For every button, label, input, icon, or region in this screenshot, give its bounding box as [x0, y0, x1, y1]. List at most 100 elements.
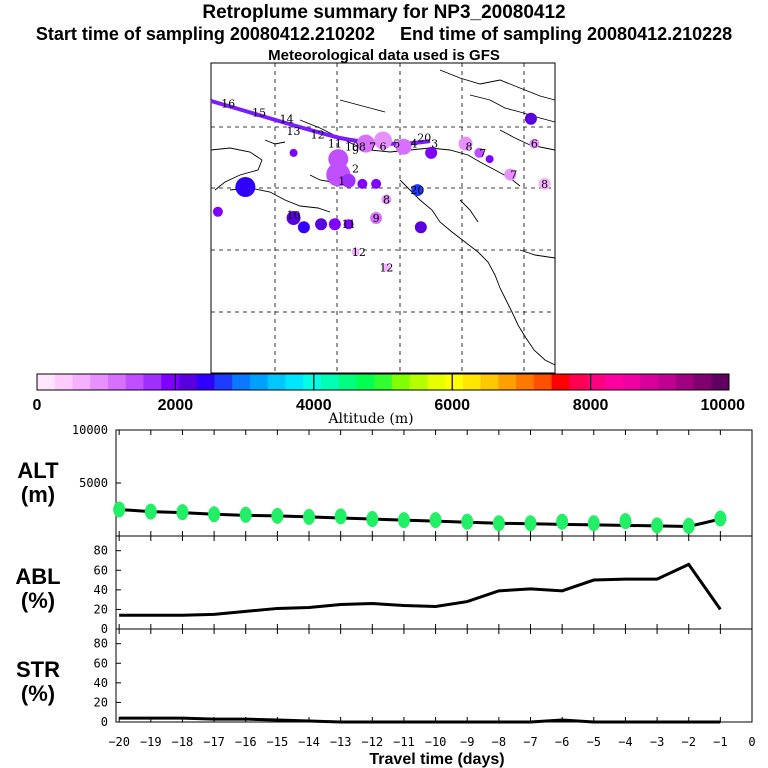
- colorbar-swatch: [214, 374, 233, 390]
- colorbar-swatch: [587, 374, 606, 390]
- day-label: 20: [417, 131, 431, 144]
- colorbar-swatch: [533, 374, 552, 390]
- x-tick-label: −15: [267, 735, 289, 749]
- y-tick-label: 60: [94, 656, 108, 670]
- plume-dot: [328, 218, 341, 231]
- colorbar-swatch: [551, 374, 570, 390]
- alt-panel: 10000 5000 ALT(m): [17, 423, 753, 537]
- data-point: [271, 507, 284, 524]
- x-tick-label: −14: [298, 735, 320, 749]
- y-tick-label: 20: [94, 602, 108, 616]
- y-axis-unit: (m): [21, 482, 55, 507]
- sampling-times: Start time of sampling 20080412.210202 E…: [0, 24, 768, 45]
- colorbar-swatch: [249, 374, 269, 390]
- timeseries-panels: 100005000ALT(m)806040200ABL(%)806040200S…: [15, 423, 755, 749]
- day-label: 20: [410, 184, 424, 197]
- day-label: 11: [342, 218, 356, 231]
- x-tick-label: −12: [361, 735, 383, 749]
- x-tick-label: −19: [140, 735, 162, 749]
- colorbar-swatch: [640, 374, 659, 390]
- x-tick-label: 0: [748, 735, 755, 749]
- end-time: End time of sampling 20080412.210228: [400, 24, 733, 44]
- day-label: 8: [466, 141, 473, 154]
- day-label: 1: [338, 175, 345, 188]
- data-point: [366, 511, 379, 528]
- panel-frame: [115, 628, 753, 723]
- day-label: 3: [431, 138, 438, 151]
- y-tick-label: 40: [94, 676, 108, 690]
- plume-dot: [315, 218, 328, 231]
- colorbar-swatch: [658, 374, 677, 390]
- series-line: [119, 716, 721, 724]
- x-tick-label: −18: [172, 735, 194, 749]
- x-axis-label: Travel time (days): [369, 751, 504, 768]
- colorbar-swatch: [107, 374, 127, 390]
- colorbar-swatch: [498, 374, 517, 390]
- day-label: 10: [287, 209, 301, 222]
- colorbar-tick: 6000: [434, 397, 470, 414]
- y-tick-label: 5000: [79, 476, 108, 490]
- colorbar-label: Altitude (m): [327, 411, 413, 427]
- data-point: [587, 515, 600, 532]
- day-label: 2: [352, 162, 359, 175]
- plume-dot: [343, 219, 354, 230]
- plume-dot: [381, 194, 392, 205]
- colorbar-swatch: [462, 374, 481, 390]
- colorbar-swatch: [480, 374, 499, 390]
- day-label: 12: [311, 128, 325, 141]
- colorbar-tick: 10000: [701, 397, 746, 414]
- day-label: 15: [252, 107, 266, 120]
- colorbar-tick: 0: [33, 397, 42, 414]
- day-label: 6: [531, 138, 538, 151]
- data-point: [682, 517, 695, 534]
- plume-dot: [374, 131, 392, 150]
- colorbar-swatch: [196, 374, 215, 390]
- day-label: 14: [280, 113, 294, 126]
- chart-title: Retroplume summary for NP3_20080412: [202, 2, 566, 23]
- y-tick-label: 60: [94, 563, 108, 577]
- colorbar-swatch: [391, 374, 411, 390]
- plume-dot: [286, 211, 301, 225]
- x-tick-label: −9: [460, 735, 474, 749]
- altitude-colorbar: 0 2000 4000 6000 8000 10000: [33, 373, 746, 414]
- plume-dot: [485, 155, 494, 164]
- colorbar-swatch: [427, 374, 446, 390]
- x-tick-label: −3: [650, 735, 664, 749]
- x-tick-label: −1: [713, 735, 727, 749]
- day-label: 11: [328, 138, 342, 151]
- data-point: [651, 517, 664, 534]
- x-tick-label: −5: [587, 735, 601, 749]
- plume-dot: [382, 263, 391, 272]
- data-point: [334, 508, 347, 525]
- colorbar-swatch: [374, 374, 393, 390]
- data-point: [714, 510, 727, 527]
- plume-dot: [524, 112, 537, 125]
- data-point: [303, 508, 316, 525]
- plume-dot: [357, 178, 368, 189]
- start-time: Start time of sampling 20080412.210202: [35, 24, 375, 44]
- plume-dot: [411, 184, 424, 197]
- colorbar-swatch: [90, 374, 109, 390]
- day-label: 7: [479, 147, 486, 160]
- plume-dot: [395, 138, 412, 155]
- day-label: 8: [383, 193, 390, 206]
- colorbar-tick: 8000: [573, 397, 609, 414]
- y-tick-label: 10000: [72, 423, 108, 437]
- day-label: 9: [373, 212, 380, 225]
- day-label: 16: [221, 97, 235, 110]
- day-label: 4: [410, 138, 417, 151]
- data-point: [492, 515, 505, 532]
- plume-dot: [297, 221, 310, 234]
- colorbar-tick: 2000: [158, 397, 194, 414]
- colorbar-swatch: [143, 374, 162, 390]
- data-point: [524, 515, 537, 532]
- x-tick-label: −17: [203, 735, 225, 749]
- x-tick-label: −11: [393, 735, 415, 749]
- day-label: 7: [510, 169, 517, 182]
- colorbar-swatch: [409, 374, 428, 390]
- day-label: 8: [541, 178, 548, 191]
- colorbar-swatch: [267, 374, 286, 390]
- x-tick-label: −7: [523, 735, 537, 749]
